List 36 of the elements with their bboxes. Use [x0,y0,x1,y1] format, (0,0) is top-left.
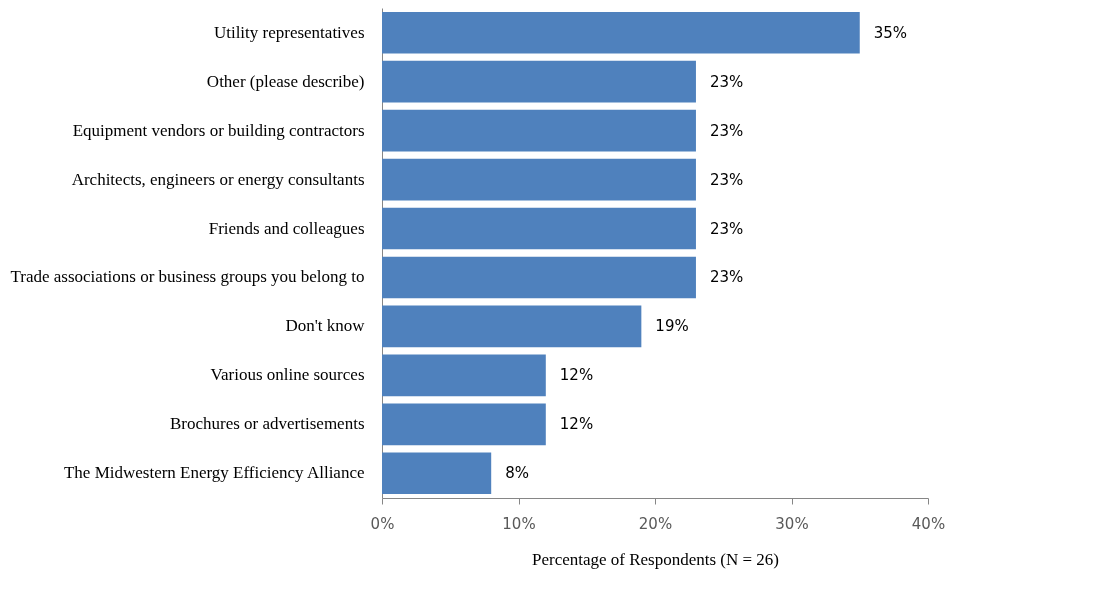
data-label: 12% [559,366,594,385]
bar [382,60,696,103]
bar [382,158,696,201]
y-tick-label: Utility representatives [213,22,365,42]
y-tick-label: Brochures or advertisements [170,414,365,434]
bar [382,109,696,152]
data-label: 35% [873,23,908,42]
x-tick-label: 0% [370,514,395,533]
bar [382,452,492,495]
x-tick-label: 40% [911,514,946,533]
data-label: 23% [709,72,744,91]
data-label: 23% [709,121,744,140]
x-tick-label: 20% [638,514,673,533]
y-tick-label: Friends and colleagues [208,218,365,238]
y-tick-label: Trade associations or business groups you belong to [10,267,365,287]
x-tick-label: 30% [775,514,809,533]
data-label: 12% [559,415,594,434]
data-label: 23% [709,170,744,189]
data-label: 8% [505,464,529,483]
data-label: 23% [709,268,744,287]
x-axis-title: Percentage of Respondents (N = 26) [531,549,780,569]
y-tick-label: Various online sources [210,365,365,385]
bar [382,11,860,54]
data-label: 19% [655,317,689,336]
y-tick-label: The Midwestern Energy Efficiency Alliance [63,463,365,483]
bar [382,207,696,250]
y-tick-label: Architects, engineers or energy consultants [71,169,365,189]
bar [382,354,546,397]
data-label: 23% [709,219,744,238]
x-tick-label: 10% [502,514,536,533]
bar [382,305,642,348]
y-tick-label: Equipment vendors or building contractors [72,120,365,140]
bar [382,403,546,446]
y-tick-label: Don't know [285,316,366,336]
y-tick-label: Other (please describe) [206,71,365,91]
bar [382,256,696,299]
